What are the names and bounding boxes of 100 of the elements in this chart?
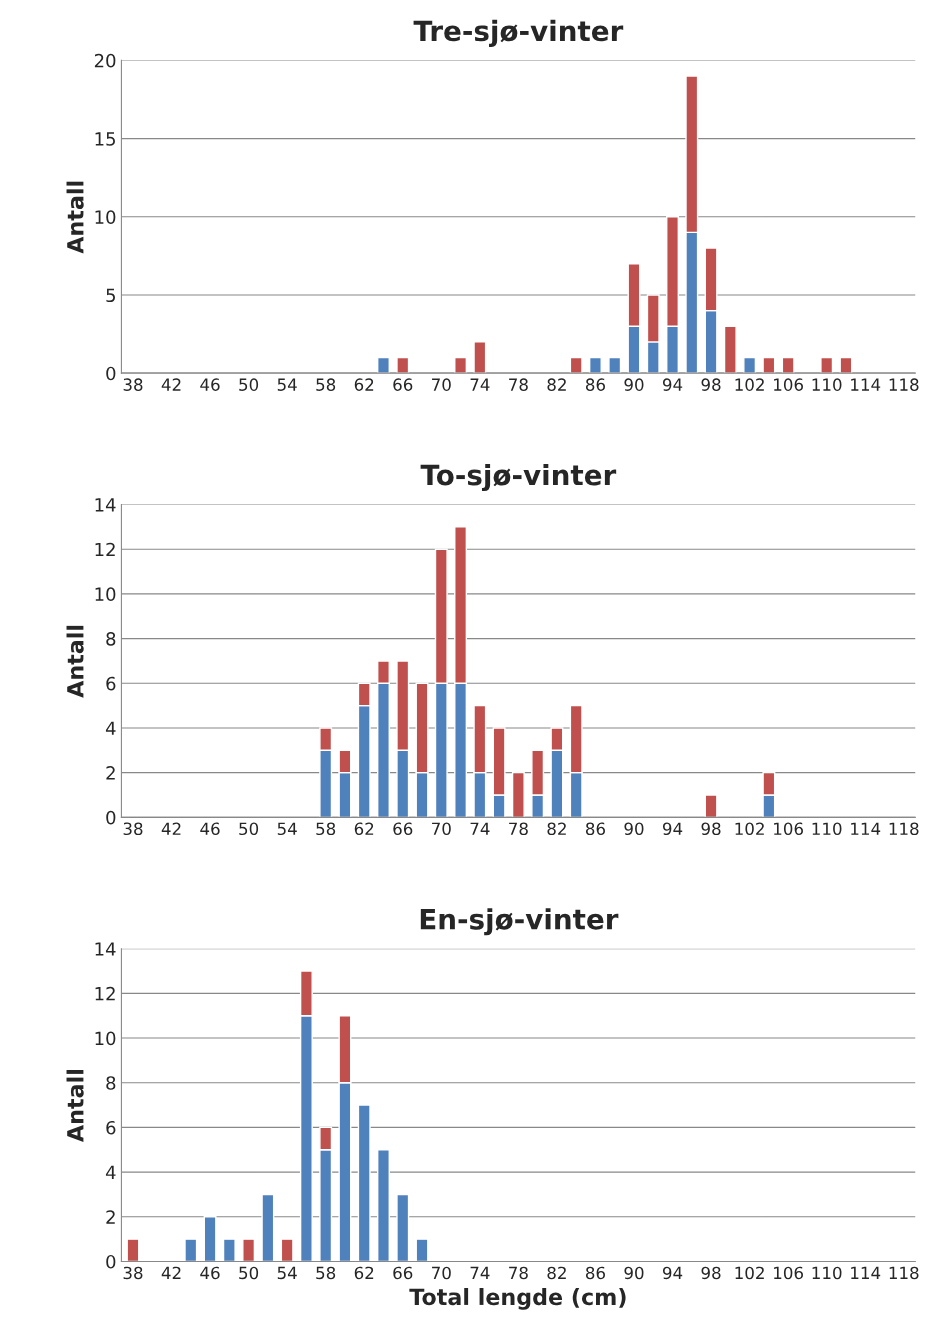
x-tick-label: 106 [774, 822, 803, 836]
bar [184, 1238, 198, 1262]
y-tick-label: 10 [95, 587, 116, 602]
x-tick-label: 86 [585, 1266, 605, 1280]
y-tick-label: 14 [95, 498, 116, 512]
chart-title: En-sjø-vinter [420, 908, 619, 936]
x-tick-label: 110 [812, 1266, 842, 1280]
y-tick-label: 12 [95, 542, 115, 557]
x-tick-label: 42 [161, 378, 181, 391]
y-tick-label: 10 [95, 210, 116, 224]
bar [396, 356, 410, 374]
y-tick-label: 6 [106, 1120, 116, 1135]
x-tick-label: 78 [509, 378, 528, 391]
x-tick-label: 54 [277, 822, 297, 836]
y-tick-label: 4 [105, 721, 116, 735]
x-tick-label: 54 [277, 378, 297, 391]
bar [280, 1238, 294, 1262]
bar [781, 356, 795, 374]
x-tick-label: 58 [316, 1266, 336, 1280]
x-tick-label: 74 [470, 822, 490, 835]
x-tick-label: 90 [624, 1266, 644, 1280]
x-tick-label: 62 [354, 378, 374, 391]
bar [743, 356, 757, 374]
bar [126, 1238, 140, 1262]
x-tick-label: 118 [889, 378, 919, 391]
x-tick-label: 70 [432, 1266, 451, 1280]
x-tick-label: 110 [812, 378, 842, 391]
bar [261, 1193, 275, 1262]
y-tick-label: 6 [106, 676, 116, 691]
x-tick-label: 106 [774, 378, 803, 391]
x-tick-label: 46 [200, 1266, 220, 1280]
x-tick-label: 78 [509, 822, 528, 836]
bar [377, 356, 390, 374]
bar [357, 1104, 371, 1262]
x-tick-label: 70 [432, 822, 451, 836]
bar [588, 356, 602, 374]
bar [203, 1216, 217, 1262]
x-tick-label: 110 [812, 822, 842, 836]
x-tick-label: 118 [889, 822, 919, 836]
bar [569, 356, 583, 374]
x-tick-label: 58 [316, 378, 336, 391]
x-tick-label: 58 [316, 822, 336, 836]
x-tick-label: 94 [662, 378, 683, 391]
x-tick-label: 62 [354, 822, 374, 836]
bar [242, 1238, 256, 1262]
x-tick-label: 102 [735, 822, 764, 836]
x-tick-label: 114 [851, 822, 881, 835]
chart-title: To-sjø-vinter [420, 463, 617, 492]
bar [222, 1238, 236, 1262]
x-tick-label: 42 [161, 822, 181, 835]
x-tick-label: 74 [470, 378, 490, 391]
bar [454, 356, 468, 374]
x-tick-label: 94 [662, 822, 683, 836]
x-tick-label: 118 [889, 1266, 919, 1280]
y-tick-label: 0 [106, 810, 116, 825]
x-tick-label: 42 [161, 1266, 181, 1280]
y-axis-title: Antall [66, 1070, 84, 1142]
x-tick-label: 98 [701, 378, 721, 391]
y-axis-title: Antall [66, 181, 84, 254]
bar [473, 341, 487, 374]
x-tick-label: 102 [735, 1266, 764, 1280]
x-tick-label: 98 [701, 822, 721, 836]
x-tick-label: 38 [123, 822, 143, 836]
y-tick-label: 8 [106, 1076, 116, 1090]
chart-title: Tre-sjø-vinter [413, 19, 624, 47]
bar [396, 1193, 410, 1262]
x-tick-label: 66 [393, 1266, 413, 1280]
x-tick-label: 90 [624, 822, 644, 836]
y-tick-label: 2 [106, 766, 115, 780]
x-tick-label: 38 [123, 1266, 143, 1280]
bar [377, 1149, 390, 1262]
x-tick-label: 46 [200, 378, 220, 391]
y-tick-label: 20 [94, 53, 116, 68]
y-tick-label: 0 [106, 366, 116, 381]
y-tick-label: 4 [105, 1165, 116, 1179]
x-tick-label: 86 [585, 378, 605, 391]
x-tick-label: 86 [585, 822, 605, 836]
x-tick-label: 82 [547, 378, 566, 391]
x-tick-label: 50 [239, 378, 259, 391]
x-tick-label: 38 [123, 378, 143, 391]
bar [820, 356, 834, 374]
bar [704, 794, 718, 818]
bar [723, 325, 737, 374]
x-tick-label: 74 [470, 1266, 490, 1280]
bar [415, 1238, 429, 1262]
bar [608, 356, 622, 374]
x-tick-label: 82 [547, 1266, 566, 1280]
x-tick-label: 94 [662, 1266, 683, 1280]
y-tick-label: 8 [106, 632, 116, 646]
y-tick-label: 12 [95, 986, 115, 1001]
x-tick-label: 46 [200, 822, 220, 836]
x-tick-label: 50 [239, 1266, 259, 1280]
x-tick-label: 50 [239, 822, 259, 836]
x-tick-label: 82 [547, 822, 566, 836]
bar [511, 771, 525, 818]
bar [762, 356, 776, 374]
x-tick-label: 70 [432, 378, 451, 391]
x-tick-label: 62 [354, 1266, 374, 1280]
x-tick-label: 54 [277, 1266, 297, 1280]
x-tick-label: 90 [624, 378, 644, 391]
